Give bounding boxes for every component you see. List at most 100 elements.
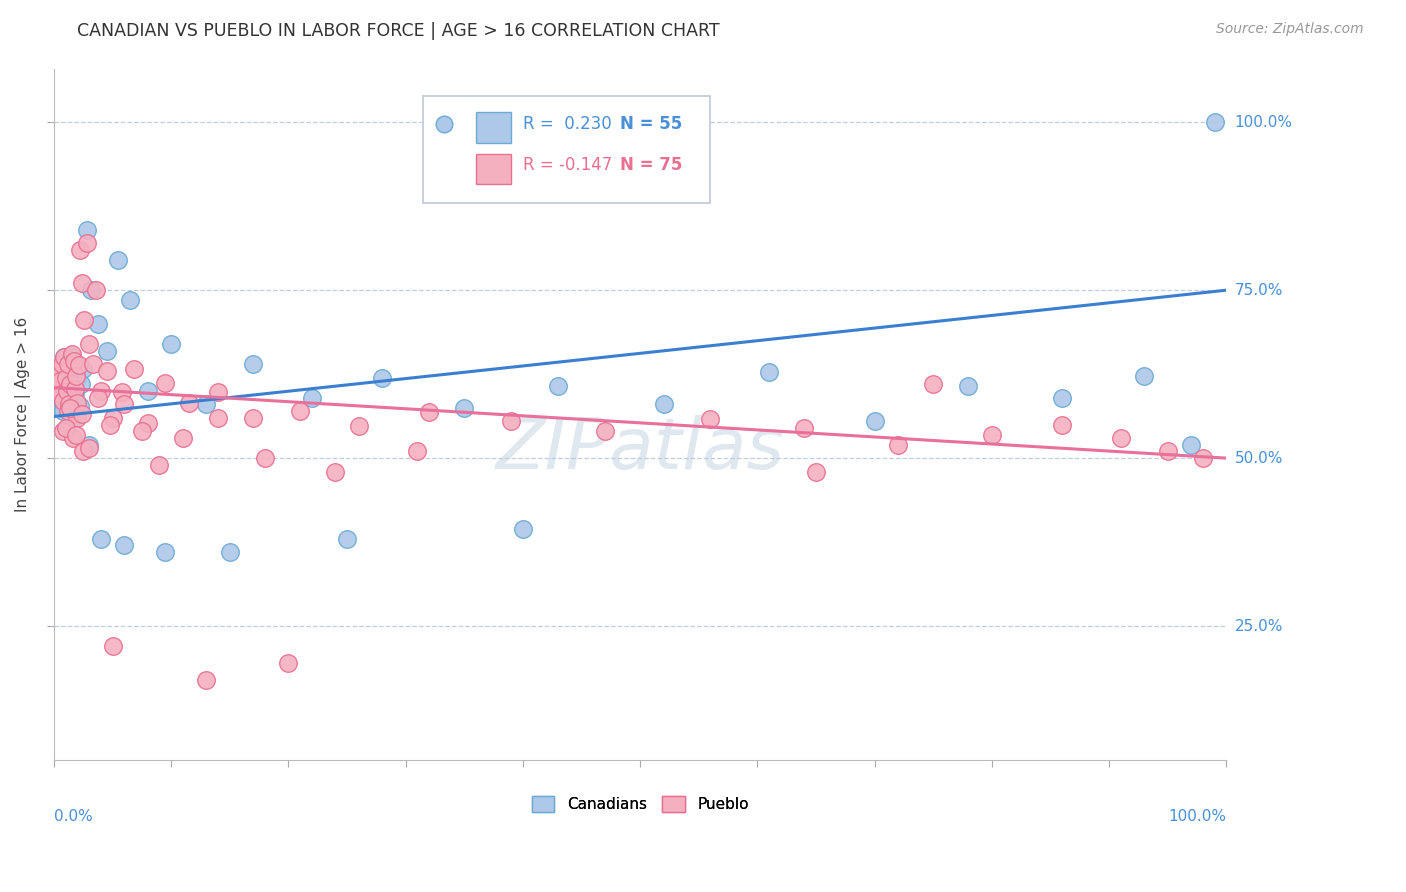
Point [49, 391, 72, 405]
Point [253, 451, 276, 466]
Point [52, 404, 75, 418]
FancyBboxPatch shape [477, 112, 512, 143]
Point [69, 243, 91, 257]
Text: 100.0%: 100.0% [1234, 115, 1292, 129]
Point [758, 365, 780, 379]
Point [63, 385, 86, 400]
Point [49, 377, 72, 392]
Text: ZIPatlas: ZIPatlas [495, 415, 785, 483]
Point [58, 404, 80, 418]
Point [59, 401, 82, 415]
Point [371, 370, 394, 384]
Point [87, 391, 110, 405]
Point [72, 362, 94, 376]
Point [51, 357, 73, 371]
Point [69, 399, 91, 413]
Point [1133, 369, 1156, 384]
Point [62, 408, 84, 422]
Text: 100.0%: 100.0% [1168, 809, 1226, 824]
Point [1204, 115, 1226, 129]
Point [55, 421, 77, 435]
Point [111, 385, 134, 400]
Point [76, 236, 98, 251]
Point [70, 408, 93, 422]
Point [70, 277, 93, 291]
Point [863, 414, 886, 428]
Point [77, 441, 100, 455]
Point [336, 532, 359, 546]
Point [90, 384, 112, 398]
Text: R = -0.147: R = -0.147 [523, 156, 612, 174]
Point [148, 458, 170, 472]
Point [957, 378, 980, 392]
Point [107, 252, 129, 267]
Point [804, 465, 827, 479]
Point [59, 377, 82, 392]
Point [593, 424, 616, 438]
Point [1156, 444, 1178, 458]
Point [80, 283, 103, 297]
Point [1109, 431, 1132, 445]
Point [58, 397, 80, 411]
Point [56, 360, 79, 375]
Point [48, 364, 70, 378]
FancyBboxPatch shape [477, 153, 512, 184]
Point [87, 317, 110, 331]
Point [63, 391, 86, 405]
Point [136, 416, 159, 430]
Point [301, 391, 323, 405]
Point [1180, 438, 1202, 452]
Point [160, 337, 183, 351]
Point [63, 357, 86, 371]
Point [98, 417, 121, 432]
Point [887, 438, 910, 452]
Point [793, 421, 815, 435]
Point [1050, 417, 1073, 432]
Point [218, 545, 240, 559]
Point [66, 372, 89, 386]
Point [90, 532, 112, 546]
Point [207, 410, 229, 425]
Text: N = 75: N = 75 [620, 156, 682, 174]
Point [112, 538, 135, 552]
Point [48, 370, 70, 384]
Point [55, 370, 77, 384]
Point [56, 357, 79, 371]
Point [501, 414, 523, 428]
Point [77, 337, 100, 351]
Point [62, 410, 84, 425]
Point [112, 397, 135, 411]
Point [136, 384, 159, 398]
Point [195, 673, 218, 687]
Point [453, 401, 475, 415]
Point [547, 379, 569, 393]
Legend: Canadians, Pueblo: Canadians, Pueblo [526, 790, 755, 819]
Point [101, 410, 124, 425]
Point [73, 313, 96, 327]
Point [77, 438, 100, 452]
Point [277, 656, 299, 670]
Point [172, 431, 194, 445]
Point [82, 357, 104, 371]
Point [52, 397, 75, 411]
Text: N = 55: N = 55 [620, 115, 682, 133]
Point [207, 385, 229, 400]
Point [51, 360, 73, 375]
Point [65, 369, 87, 384]
Point [66, 396, 89, 410]
Point [49, 387, 72, 401]
Point [195, 397, 218, 411]
Point [67, 359, 90, 373]
Point [63, 353, 86, 368]
Text: 50.0%: 50.0% [1234, 450, 1282, 466]
Point [66, 410, 89, 425]
Point [96, 343, 118, 358]
Point [101, 639, 124, 653]
Text: 75.0%: 75.0% [1234, 283, 1282, 298]
Point [55, 374, 77, 388]
Point [70, 377, 93, 392]
Point [1050, 391, 1073, 405]
Point [323, 465, 346, 479]
Point [60, 351, 83, 365]
Text: R =  0.230: R = 0.230 [523, 115, 612, 133]
